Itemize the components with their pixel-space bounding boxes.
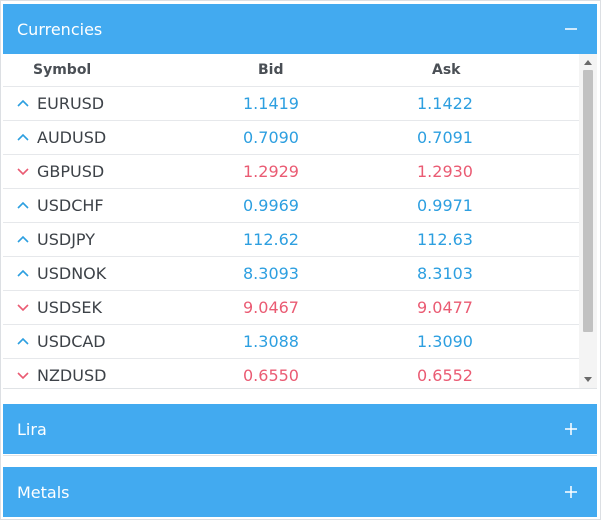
panel-divider: [3, 388, 597, 389]
cell-ask: 9.0477: [417, 298, 473, 317]
panel-header-metals[interactable]: Metals: [3, 467, 597, 517]
panel-title-lira: Lira: [17, 419, 47, 439]
cell-symbol: USDCHF: [37, 196, 104, 215]
cell-ask: 0.6552: [417, 366, 473, 385]
cell-symbol: USDJPY: [37, 230, 95, 249]
cell-ask: 112.63: [417, 230, 473, 249]
cell-bid: 1.2929: [243, 162, 299, 181]
cell-symbol: USDSEK: [37, 298, 102, 317]
panel-title-currencies: Currencies: [17, 19, 103, 39]
cell-bid: 0.6550: [243, 366, 299, 385]
panel-header-currencies[interactable]: Currencies: [3, 4, 597, 54]
chevron-up-icon: [17, 337, 29, 345]
table-row[interactable]: NZDUSD 0.6550 0.6552: [3, 358, 579, 388]
cell-ask: 1.2930: [417, 162, 473, 181]
column-header-ask[interactable]: Ask: [432, 62, 461, 78]
cell-symbol: NZDUSD: [37, 366, 107, 385]
column-header-bid[interactable]: Bid: [258, 62, 284, 78]
cell-bid: 9.0467: [243, 298, 299, 317]
cell-bid: 0.7090: [243, 128, 299, 147]
scroll-thumb[interactable]: [583, 70, 593, 332]
column-header-symbol[interactable]: Symbol: [33, 62, 92, 78]
cell-ask: 0.9971: [417, 196, 473, 215]
table-row[interactable]: AUDUSD 0.7090 0.7091: [3, 120, 579, 154]
table-row[interactable]: EURUSD 1.1419 1.1422: [3, 86, 579, 120]
cell-bid: 112.62: [243, 230, 299, 249]
expand-plus-icon[interactable]: [559, 417, 583, 441]
cell-bid: 1.1419: [243, 94, 299, 113]
panel-title-metals: Metals: [17, 482, 70, 502]
chevron-up-icon: [17, 99, 29, 107]
table-row[interactable]: USDNOK 8.3093 8.3103: [3, 256, 579, 290]
cell-symbol: USDNOK: [37, 264, 107, 283]
scroll-down-arrow-icon[interactable]: [584, 377, 592, 382]
chevron-up-icon: [17, 235, 29, 243]
panel-header-lira[interactable]: Lira: [3, 404, 597, 454]
scroll-up-arrow-icon[interactable]: [584, 60, 592, 65]
chevron-up-icon: [17, 269, 29, 277]
grid-rows: EURUSD 1.1419 1.1422 AUDUSD 0.7090 0.7091 GBPU…: [3, 86, 579, 388]
cell-ask: 1.1422: [417, 94, 473, 113]
cell-bid: 1.3088: [243, 332, 299, 351]
collapse-minus-icon[interactable]: [559, 17, 583, 41]
cell-bid: 8.3093: [243, 264, 299, 283]
chevron-down-icon: [17, 372, 29, 380]
panel-divider: [3, 455, 597, 456]
cell-ask: 1.3090: [417, 332, 473, 351]
chevron-up-icon: [17, 133, 29, 141]
table-row[interactable]: USDCHF 0.9969 0.9971: [3, 188, 579, 222]
cell-ask: 8.3103: [417, 264, 473, 283]
table-row[interactable]: USDJPY 112.62 112.63: [3, 222, 579, 256]
cell-symbol: GBPUSD: [37, 162, 105, 181]
grid-column-headers: Symbol Bid Ask: [3, 54, 579, 86]
table-row[interactable]: USDSEK 9.0467 9.0477: [3, 290, 579, 324]
cell-symbol: AUDUSD: [37, 128, 107, 147]
vertical-scrollbar[interactable]: [579, 54, 597, 388]
cell-bid: 0.9969: [243, 196, 299, 215]
currencies-grid: Symbol Bid Ask EURUSD 1.1419 1.1422 AUDUSD 0…: [3, 54, 597, 388]
table-row[interactable]: USDCAD 1.3088 1.3090: [3, 324, 579, 358]
chevron-down-icon: [17, 168, 29, 176]
chevron-down-icon: [17, 304, 29, 312]
table-row[interactable]: GBPUSD 1.2929 1.2930: [3, 154, 579, 188]
cell-ask: 0.7091: [417, 128, 473, 147]
cell-symbol: EURUSD: [37, 94, 105, 113]
cell-symbol: USDCAD: [37, 332, 106, 351]
expand-plus-icon[interactable]: [559, 480, 583, 504]
chevron-up-icon: [17, 201, 29, 209]
